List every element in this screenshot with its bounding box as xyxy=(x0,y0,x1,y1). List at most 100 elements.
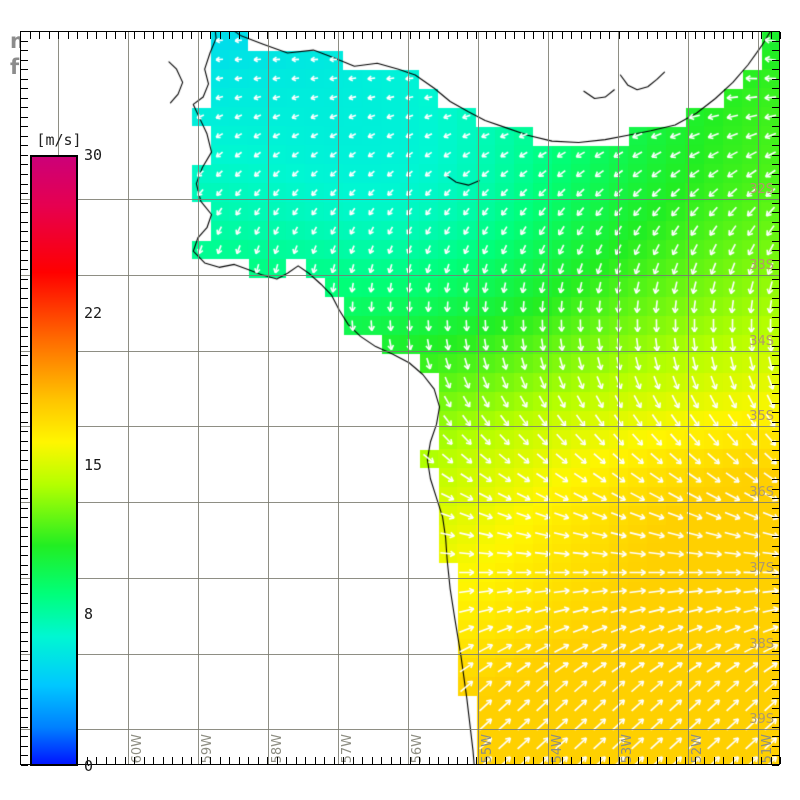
tick xyxy=(172,757,173,764)
tick xyxy=(637,757,639,764)
tick xyxy=(772,269,779,271)
tick xyxy=(772,612,779,614)
tick xyxy=(772,526,779,528)
tick xyxy=(333,32,335,39)
tick xyxy=(390,757,392,764)
tick xyxy=(21,726,28,728)
tick xyxy=(561,32,563,39)
tick xyxy=(21,183,28,185)
tick xyxy=(485,32,487,39)
tick xyxy=(21,364,28,366)
tick xyxy=(21,59,28,61)
tick xyxy=(772,355,779,357)
tick xyxy=(666,757,667,764)
tick xyxy=(21,564,28,566)
tick xyxy=(751,32,753,39)
tick xyxy=(599,32,601,39)
tick xyxy=(609,32,610,39)
tick xyxy=(343,757,344,764)
tick xyxy=(772,297,779,299)
tick xyxy=(751,757,753,764)
tick xyxy=(390,32,392,39)
tick xyxy=(162,757,164,764)
tick xyxy=(153,757,154,764)
tick xyxy=(466,32,468,39)
tick xyxy=(772,402,779,404)
lat-label-34S: 34S xyxy=(749,334,774,349)
tick xyxy=(772,564,779,566)
tick xyxy=(772,154,779,156)
tick xyxy=(742,32,743,39)
tick xyxy=(772,707,779,709)
grid-line-lon-52W xyxy=(688,31,689,765)
tick xyxy=(96,32,97,39)
tick xyxy=(772,259,779,261)
tick xyxy=(21,631,28,633)
tick xyxy=(772,135,779,137)
tick xyxy=(428,32,430,39)
tick xyxy=(210,32,211,39)
lat-label-38S: 38S xyxy=(749,637,774,652)
tick xyxy=(210,757,211,764)
tick xyxy=(514,757,515,764)
tick xyxy=(58,32,59,39)
tick xyxy=(772,479,779,481)
tick xyxy=(772,326,779,328)
tick xyxy=(21,212,28,214)
tick xyxy=(20,32,21,39)
tick xyxy=(772,726,779,728)
tick xyxy=(86,757,88,764)
tick xyxy=(21,240,28,242)
lat-label-32S: 32S xyxy=(749,182,774,197)
tick xyxy=(772,393,779,395)
tick xyxy=(21,583,28,585)
tick xyxy=(772,755,779,757)
tick xyxy=(371,32,373,39)
tick xyxy=(533,757,534,764)
tick xyxy=(772,126,779,128)
tick xyxy=(21,154,28,156)
tick xyxy=(772,59,779,61)
tick xyxy=(561,757,563,764)
tick xyxy=(428,757,430,764)
tick xyxy=(21,135,28,137)
tick xyxy=(21,745,28,747)
tick xyxy=(105,32,107,39)
tick xyxy=(248,757,249,764)
tick xyxy=(286,757,287,764)
tick xyxy=(504,32,506,39)
tick xyxy=(713,32,715,39)
tick xyxy=(21,450,28,452)
tick xyxy=(21,221,28,223)
tick xyxy=(124,757,126,764)
tick xyxy=(181,32,183,39)
tick xyxy=(21,612,28,614)
colorbar[interactable] xyxy=(30,155,78,766)
tick xyxy=(723,32,724,39)
tick xyxy=(772,88,779,90)
tick xyxy=(770,757,772,764)
tick xyxy=(772,288,779,290)
tick xyxy=(21,507,28,509)
grid-line-lon-53W xyxy=(618,31,619,765)
tick xyxy=(495,757,496,764)
tick xyxy=(362,32,363,39)
tick xyxy=(143,32,145,39)
tick xyxy=(21,383,28,385)
tick xyxy=(637,32,639,39)
lat-label-35S: 35S xyxy=(749,409,774,424)
tick xyxy=(761,32,762,39)
tick xyxy=(772,679,779,681)
tick xyxy=(694,757,696,764)
tick xyxy=(618,32,620,39)
tick xyxy=(343,32,344,39)
tick xyxy=(115,757,116,764)
tick xyxy=(105,757,107,764)
grid-line-lon-56W xyxy=(408,31,409,765)
tick xyxy=(772,440,779,442)
tick xyxy=(772,469,779,471)
tick xyxy=(656,32,658,39)
